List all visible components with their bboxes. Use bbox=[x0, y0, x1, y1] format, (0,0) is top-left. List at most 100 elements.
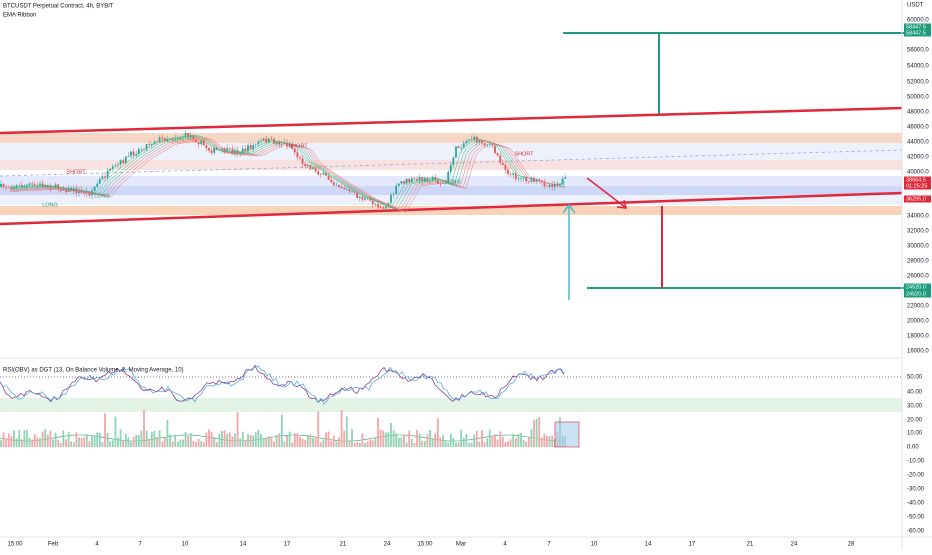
volume-bar bbox=[143, 409, 145, 447]
volume-bar bbox=[374, 437, 377, 447]
price-label: 20000.0 bbox=[907, 319, 929, 325]
volume-bar bbox=[514, 438, 517, 447]
osc-label: -60.00 bbox=[907, 529, 925, 535]
candle-body bbox=[62, 189, 65, 191]
volume-bar bbox=[488, 429, 491, 447]
volume-bar bbox=[449, 433, 452, 447]
candle-body bbox=[93, 186, 96, 191]
price-label: 46000.0 bbox=[907, 125, 929, 131]
candle-body bbox=[408, 178, 411, 182]
volume-bar bbox=[382, 430, 385, 447]
candle-body bbox=[130, 151, 132, 157]
candle-body bbox=[314, 167, 317, 172]
candle-body bbox=[416, 178, 418, 181]
volume-bar bbox=[530, 429, 533, 447]
price-label: 28000.0 bbox=[907, 259, 929, 265]
volume-bar bbox=[132, 436, 135, 447]
candle-body bbox=[145, 144, 148, 150]
candle-body bbox=[111, 166, 114, 169]
candle-body bbox=[257, 141, 260, 145]
candle-body bbox=[244, 148, 247, 152]
candle-body bbox=[494, 145, 496, 153]
volume-bar bbox=[262, 438, 265, 447]
candle-body bbox=[452, 157, 455, 166]
candle-body bbox=[39, 183, 41, 186]
candle-body bbox=[491, 144, 494, 146]
candle-body bbox=[262, 138, 265, 141]
volume-bar bbox=[174, 434, 177, 447]
candle-body bbox=[426, 177, 429, 182]
osc-line bbox=[0, 365, 565, 405]
candle-body bbox=[65, 189, 67, 192]
volume-bar bbox=[62, 430, 65, 447]
candle-body bbox=[488, 144, 491, 146]
volume-bar bbox=[434, 433, 437, 447]
candle-body bbox=[109, 168, 112, 171]
candle-body bbox=[299, 157, 301, 159]
volume-bar bbox=[218, 434, 221, 447]
volume-bar bbox=[109, 441, 112, 447]
volume-bar bbox=[202, 442, 205, 447]
volume-bar bbox=[364, 442, 366, 447]
candle-body bbox=[418, 177, 421, 181]
candle-body bbox=[140, 149, 143, 150]
volume-bar bbox=[88, 441, 91, 447]
candle-body bbox=[197, 142, 200, 145]
volume-bar bbox=[252, 435, 255, 447]
candle-body bbox=[215, 147, 218, 150]
candle-body bbox=[286, 142, 288, 147]
candle-body bbox=[447, 171, 450, 183]
candle-body bbox=[413, 178, 416, 179]
signal-label: SHORT bbox=[66, 169, 86, 175]
zone bbox=[0, 186, 902, 195]
osc-label: 10.00 bbox=[907, 431, 923, 437]
volume-bar bbox=[91, 436, 93, 447]
volume-bar bbox=[270, 436, 273, 447]
volume-bar bbox=[273, 441, 275, 447]
volume-bar bbox=[215, 442, 218, 447]
time-label: Feb bbox=[48, 542, 59, 548]
candle-body bbox=[192, 135, 195, 140]
time-label: 10 bbox=[182, 542, 189, 548]
volume-bar bbox=[288, 431, 291, 447]
volume-bar bbox=[457, 442, 460, 447]
zone bbox=[0, 133, 902, 143]
volume-bar bbox=[195, 441, 197, 447]
volume-bar bbox=[410, 439, 413, 447]
volume-bar bbox=[330, 440, 333, 447]
volume-bar bbox=[312, 437, 314, 447]
time-label: 10 bbox=[591, 542, 598, 548]
volume-bar bbox=[387, 432, 390, 447]
osc-label: -50.00 bbox=[907, 515, 925, 521]
candle-body bbox=[143, 149, 145, 150]
candle-body bbox=[551, 184, 554, 188]
candle-body bbox=[13, 187, 15, 189]
volume-bar bbox=[322, 439, 325, 447]
line bbox=[9, 138, 566, 213]
candle-body bbox=[397, 183, 400, 186]
candle-body bbox=[296, 152, 299, 158]
volume-bar bbox=[548, 436, 551, 447]
volume-bar bbox=[392, 430, 395, 447]
volume-bar bbox=[540, 437, 543, 447]
candle-body bbox=[208, 148, 210, 151]
candle-body bbox=[241, 148, 244, 154]
volume-bar bbox=[348, 441, 351, 447]
volume-bar bbox=[517, 434, 520, 447]
candle-body bbox=[553, 183, 556, 188]
volume-bar bbox=[436, 418, 439, 447]
volume-bar bbox=[72, 442, 75, 447]
volume-bar bbox=[452, 437, 455, 447]
candle-body bbox=[280, 144, 283, 145]
oscillator-title: RSI(OBV) as DGT (13, On Balance Volume, … bbox=[3, 368, 184, 374]
candle-body bbox=[127, 156, 130, 157]
candle-body bbox=[98, 179, 101, 184]
candle-body bbox=[543, 181, 546, 187]
arrow-head bbox=[616, 199, 627, 209]
zone bbox=[0, 176, 902, 186]
volume-bar bbox=[260, 434, 262, 447]
price-tag bbox=[904, 195, 931, 203]
candle-body bbox=[527, 181, 530, 182]
volume-bar bbox=[527, 437, 530, 447]
